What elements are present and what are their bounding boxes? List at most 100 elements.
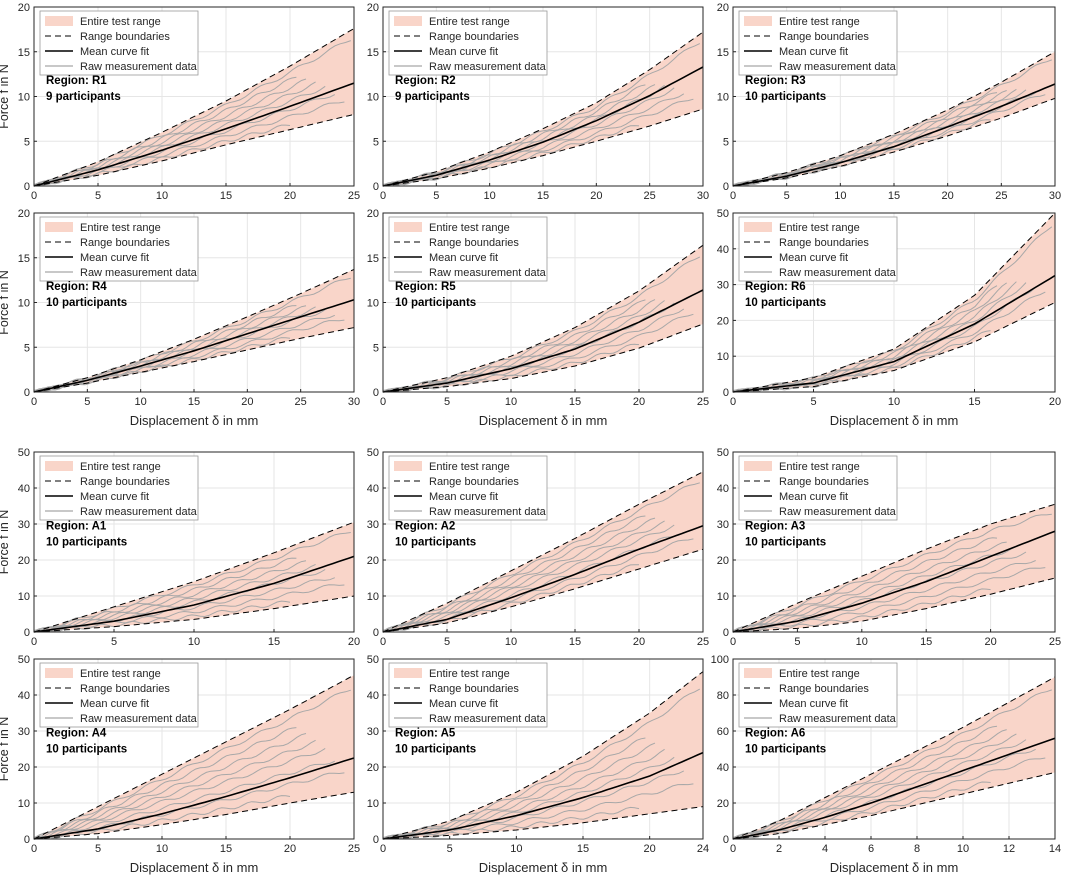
- x-axis-label: Displacement δ in mm: [130, 413, 259, 428]
- y-tick-label: 10: [367, 92, 379, 104]
- y-tick-label: 40: [717, 483, 729, 495]
- y-tick-label: 50: [717, 447, 729, 459]
- range-boundary-lower: [382, 548, 704, 633]
- x-tick-label: 5: [433, 190, 439, 202]
- x-tick-label: 15: [220, 843, 232, 855]
- x-tick-label: 15: [920, 636, 932, 648]
- region-label: Region: A2: [395, 520, 455, 532]
- legend-label-bounds: Range boundaries: [429, 31, 519, 43]
- x-axis-label: Displacement δ in mm: [479, 413, 608, 428]
- axes-box: [382, 658, 704, 840]
- x-tick-label: 10: [135, 396, 147, 408]
- legend: Entire test range Range boundaries Mean cu…: [738, 216, 898, 282]
- legend: Entire test range Range boundaries Mean cu…: [388, 662, 548, 728]
- raw-data-line: [732, 513, 1052, 632]
- x-tick-label: 0: [380, 843, 386, 855]
- y-axis-label: Force f in N: [0, 510, 11, 575]
- y-tick-label: 20: [18, 2, 30, 14]
- legend-label-bounds: Range boundaries: [779, 683, 869, 695]
- mean-curve-line: [382, 66, 704, 187]
- y-tick-label: 80: [717, 690, 729, 702]
- x-tick-label: 0: [730, 396, 736, 408]
- range-boundary-upper: [382, 31, 704, 187]
- y-tick-label: 20: [717, 555, 729, 567]
- range-band: [733, 51, 1055, 186]
- raw-data-line: [733, 282, 1007, 393]
- legend-label-bounds: Range boundaries: [80, 683, 170, 695]
- range-boundary-upper: [33, 521, 355, 633]
- raw-data-line: [33, 40, 351, 186]
- legend: Entire test range Range boundaries Mean cu…: [738, 455, 898, 521]
- legend-label-range: Entire test range: [779, 222, 860, 234]
- legend-swatch-range: [744, 668, 772, 678]
- y-tick-label: 0: [373, 387, 379, 399]
- legend: Entire test range Range boundaries Mean cu…: [388, 216, 548, 282]
- participants-label: 10 participants: [46, 743, 127, 755]
- x-tick-label: 5: [810, 396, 816, 408]
- subplot-5: 0 5 10 15 20 25 0 5 10 15 20 Displacement δ in mm En…: [367, 208, 709, 428]
- x-axis-label: Displacement δ in mm: [830, 413, 959, 428]
- x-tick-label: 15: [268, 636, 280, 648]
- x-tick-label: 10: [510, 843, 522, 855]
- legend-label-mean: Mean curve fit: [80, 698, 149, 710]
- x-axis-label: Displacement δ in mm: [830, 860, 959, 875]
- range-boundary-upper: [382, 244, 704, 393]
- range-boundary-upper: [382, 671, 704, 840]
- x-tick-label: 8: [914, 843, 920, 855]
- mean-curve-line: [382, 289, 704, 393]
- legend-label-bounds: Range boundaries: [80, 237, 170, 249]
- y-tick-label: 20: [18, 762, 30, 774]
- raw-data-line: [382, 806, 640, 840]
- x-tick-label: 25: [1049, 636, 1061, 648]
- raw-data-line: [33, 577, 335, 633]
- x-tick-label: 0: [730, 843, 736, 855]
- x-tick-label: 14: [1049, 843, 1061, 855]
- range-boundary-lower: [33, 327, 355, 393]
- legend-label-raw: Raw measurement data: [779, 506, 897, 518]
- legend: Entire test range Range boundaries Mean cu…: [738, 662, 898, 728]
- y-tick-label: 50: [367, 654, 379, 666]
- range-boundary-lower: [732, 302, 1056, 393]
- legend-swatch-range: [45, 222, 73, 232]
- legend-label-mean: Mean curve fit: [779, 252, 848, 264]
- raw-data-line: [382, 770, 685, 840]
- y-axis-label: Force f in N: [0, 270, 11, 335]
- raw-data-line: [733, 733, 1017, 840]
- x-tick-label: 20: [241, 396, 253, 408]
- legend-label-bounds: Range boundaries: [779, 476, 869, 488]
- legend-label-mean: Mean curve fit: [80, 46, 149, 58]
- y-tick-label: 15: [18, 253, 30, 265]
- x-tick-label: 20: [644, 843, 656, 855]
- legend: Entire test range Range boundaries Mean cu…: [738, 10, 898, 76]
- subplot-12: 0 2 4 6 8 10 12 14 0 20 40 60 80 100 Displacement δ in…: [711, 654, 1061, 875]
- legend: Entire test range Range boundaries Mean cu…: [39, 216, 199, 282]
- legend-label-range: Entire test range: [429, 222, 510, 234]
- x-tick-label: 5: [447, 843, 453, 855]
- participants-label: 10 participants: [745, 743, 826, 755]
- y-tick-label: 10: [717, 92, 729, 104]
- legend: Entire test range Range boundaries Mean cu…: [39, 662, 199, 728]
- x-tick-label: 30: [1049, 190, 1061, 202]
- y-tick-label: 10: [717, 351, 729, 363]
- region-label: Region: R4: [46, 281, 107, 293]
- raw-data-line: [732, 560, 1036, 632]
- y-tick-label: 20: [367, 762, 379, 774]
- x-tick-label: 0: [31, 190, 37, 202]
- mean-curve-line: [382, 751, 704, 840]
- raw-data-line: [382, 256, 701, 392]
- y-tick-label: 50: [18, 654, 30, 666]
- region-label: Region: A1: [46, 520, 107, 532]
- x-tick-label: 15: [569, 636, 581, 648]
- x-axis-label: Displacement δ in mm: [130, 860, 259, 875]
- y-tick-label: 0: [373, 834, 379, 846]
- x-tick-label: 24: [697, 843, 709, 855]
- y-tick-label: 10: [367, 298, 379, 310]
- x-tick-label: 20: [590, 190, 602, 202]
- raw-data-line: [382, 783, 694, 840]
- legend-label-range: Entire test range: [80, 222, 161, 234]
- y-tick-label: 15: [367, 253, 379, 265]
- range-boundary-lower: [382, 806, 704, 840]
- y-tick-label: 20: [717, 2, 729, 14]
- range-band: [383, 671, 703, 839]
- range-boundary-upper: [732, 503, 1056, 633]
